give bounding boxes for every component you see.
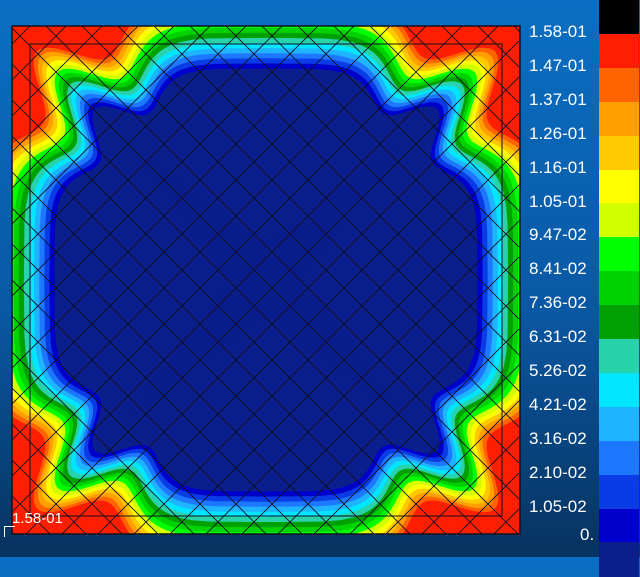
legend-swatch: [599, 372, 639, 408]
legend-label: 1.16-01: [529, 157, 587, 177]
mesh-line: [97, 111, 520, 534]
mesh-line: [12, 171, 375, 534]
mesh-line: [297, 26, 520, 249]
mesh-line: [61, 75, 520, 534]
mesh-grid: [12, 26, 520, 534]
contour-plot[interactable]: [0, 0, 640, 557]
legend-swatch: [599, 339, 639, 374]
legend-swatch: [599, 508, 639, 543]
mesh-line: [12, 26, 355, 369]
mesh-line: [349, 363, 520, 534]
legend-label: 5.26-02: [529, 361, 587, 380]
mesh-line: [421, 435, 520, 534]
mesh-line: [12, 99, 447, 534]
legend-swatch: [599, 305, 639, 340]
legend-label: 2.10-02: [529, 462, 587, 482]
legend-swatch: [599, 33, 639, 69]
mesh-line: [153, 26, 520, 393]
mesh-line: [225, 26, 520, 321]
mesh-line: [117, 26, 520, 429]
mesh-line: [189, 26, 520, 357]
mesh-line: [12, 423, 123, 534]
mesh-line: [12, 387, 159, 534]
legend-swatch: [599, 203, 639, 238]
mesh-line: [405, 26, 520, 141]
mesh-line: [12, 27, 519, 534]
mesh-line: [369, 26, 520, 177]
mesh-line: [241, 255, 520, 534]
legend-label: 1.26-01: [529, 123, 587, 143]
legend-label: 9.47-02: [529, 225, 587, 245]
legend-label: 8.41-02: [529, 259, 587, 279]
mesh-line: [12, 315, 231, 534]
legend-swatch: [599, 542, 639, 577]
legend-label: 1.47-01: [529, 55, 587, 75]
legend-swatch: [599, 135, 639, 170]
axis-triad-icon: [4, 526, 15, 537]
mesh-line: [81, 26, 520, 465]
mesh-line: [12, 26, 283, 297]
mesh-line: [12, 26, 247, 261]
mesh-line: [12, 26, 427, 441]
mesh-line: [12, 26, 499, 513]
legend-label: 7.36-02: [529, 293, 587, 313]
legend-swatch: [599, 237, 639, 272]
mesh-line: [277, 291, 520, 534]
legend-label: 1.37-01: [529, 89, 587, 109]
mesh-line: [169, 183, 520, 534]
legend-label: 6.31-02: [529, 327, 587, 347]
mesh-line: [25, 39, 520, 534]
mesh-line: [205, 219, 520, 534]
legend-label: 4.21-02: [529, 394, 587, 414]
legend-swatch: [599, 406, 639, 442]
contour-core-region: [116, 130, 416, 430]
contour-viewport[interactable]: 1.58-01: [0, 0, 640, 557]
legend-swatch: [599, 271, 639, 306]
legend-swatch: [599, 67, 639, 103]
mesh-line: [12, 26, 175, 189]
legend-label: 1.58-01: [529, 22, 587, 41]
plot-inner-border: [29, 43, 503, 517]
legend-label: 3.16-02: [529, 428, 587, 448]
mesh-line: [12, 26, 391, 405]
plot-border: [11, 25, 521, 535]
mesh-line: [133, 147, 520, 534]
mesh-line: [261, 26, 520, 285]
mesh-line: [12, 26, 211, 225]
mesh-line: [45, 26, 520, 501]
mesh-line: [12, 26, 319, 333]
mesh-line: [12, 351, 195, 534]
legend-label: 1.05-01: [529, 191, 587, 211]
mesh-line: [12, 26, 139, 153]
mesh-line: [385, 399, 520, 534]
legend-swatch: [599, 440, 639, 476]
legend-label: 1.05-02: [529, 496, 587, 516]
mesh-line: [12, 135, 411, 534]
mesh-line: [333, 26, 520, 213]
mesh-line: [12, 243, 303, 534]
legend-swatch: [599, 474, 639, 509]
mesh-line: [12, 207, 339, 534]
mesh-line: [12, 459, 87, 534]
legend-label: 0.: [580, 525, 595, 544]
mesh-line: [12, 63, 483, 534]
legend-swatch: [599, 101, 639, 137]
mesh-line: [441, 26, 520, 105]
mesh-line: [12, 26, 463, 477]
legend-swatch: [599, 0, 639, 35]
mesh-line: [12, 279, 267, 534]
legend-swatch: [599, 169, 639, 204]
mesh-line: [12, 26, 103, 117]
mesh-line: [313, 327, 520, 534]
corner-value-label: 1.58-01: [12, 510, 63, 527]
